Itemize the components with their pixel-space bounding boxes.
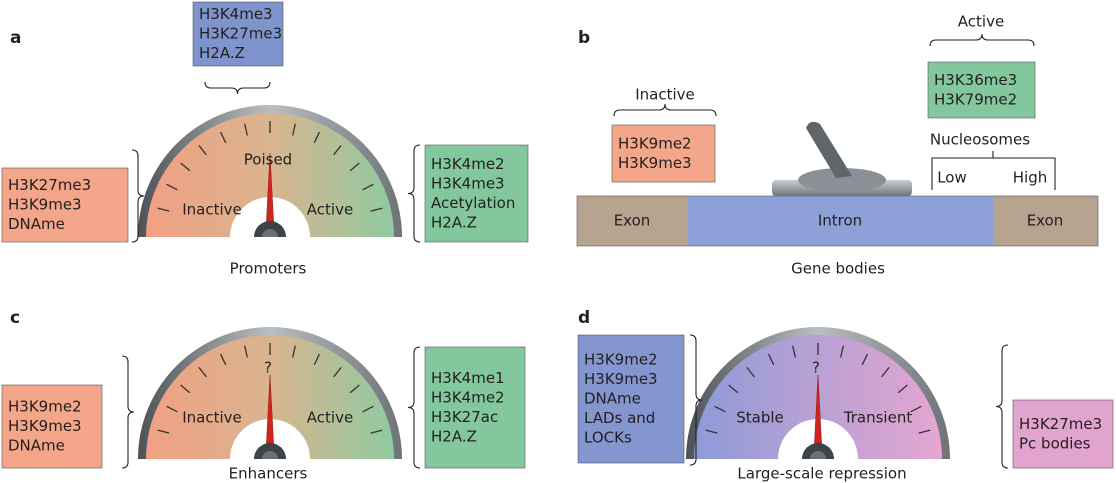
page: { "panel_a": {"letter": "a", "caption": … — [0, 0, 1116, 483]
brace — [930, 34, 1034, 46]
panel-letter: a — [10, 28, 21, 48]
exon-label: Exon — [1027, 212, 1064, 230]
nucleosomes-label: Nucleosomes — [930, 131, 1030, 149]
brace — [996, 345, 1008, 468]
box-line: H3K27me3 — [199, 25, 282, 43]
brace — [408, 347, 420, 468]
caption: Gene bodies — [791, 260, 885, 278]
box-line: H3K79me2 — [934, 90, 1017, 108]
brace — [122, 356, 134, 468]
low-label: Low — [937, 169, 967, 187]
intron-label: Intron — [818, 212, 862, 230]
box-line: H3K9me3 — [618, 154, 692, 172]
box-line: H3K9me3 — [8, 417, 82, 435]
box-line: H3K27me3 — [8, 176, 91, 194]
caption: Promoters — [230, 260, 307, 278]
box-line: Pc bodies — [1019, 434, 1091, 452]
caption: Enhancers — [229, 465, 308, 483]
active-label: Active — [958, 13, 1004, 31]
gauge-label-left: Stable — [736, 409, 784, 427]
gauge-label-left: Inactive — [182, 201, 242, 219]
box-line: H3K4me2 — [431, 388, 505, 406]
box-line: H2A.Z — [431, 427, 477, 445]
figure: aH3K4me3H3K27me3H2A.ZPoisedInactiveActiv… — [0, 0, 1116, 483]
brace — [205, 82, 270, 94]
box-line: H3K9me2 — [618, 134, 692, 152]
box-line: H3K4me2 — [431, 155, 505, 173]
gauge-label-middle: Poised — [244, 151, 292, 169]
high-label: High — [1013, 169, 1047, 187]
box-line: H3K4me3 — [431, 174, 505, 192]
box-line: H3K9me3 — [8, 196, 82, 214]
gauge-label-right: Active — [307, 409, 353, 427]
box-line: H3K27me3 — [1019, 415, 1102, 433]
box-line: H3K9me2 — [8, 398, 82, 416]
box-line: H3K9me2 — [584, 351, 658, 369]
box-line: DNAme — [8, 215, 65, 233]
box-line: DNAme — [584, 390, 641, 408]
panel-letter: c — [10, 308, 20, 328]
exon-label: Exon — [614, 212, 651, 230]
gauge-label-middle: ? — [264, 359, 272, 377]
box-line: H3K27ac — [431, 408, 498, 426]
box-line: H3K4me1 — [431, 369, 505, 387]
gauge-label-middle: ? — [812, 359, 820, 377]
brace — [408, 145, 420, 242]
box-line: H3K9me3 — [584, 370, 658, 388]
brace — [614, 104, 716, 116]
gauge-label-right: Active — [307, 201, 353, 219]
box-line: LOCKs — [584, 429, 632, 447]
gauge-label-left: Inactive — [182, 409, 242, 427]
box-line: H2A.Z — [199, 44, 245, 62]
panel-letter: b — [578, 28, 590, 48]
box-line: H3K4me3 — [199, 5, 273, 23]
panel-letter: d — [578, 308, 590, 328]
caption: Large-scale repression — [737, 465, 906, 483]
inactive-label: Inactive — [635, 86, 695, 104]
box-line: H2A.Z — [431, 213, 477, 231]
gauge-label-right: Transient — [843, 409, 913, 427]
box-line: DNAme — [8, 437, 65, 455]
box-line: LADs and — [584, 409, 655, 427]
box-line: Acetylation — [431, 194, 515, 212]
box-line: H3K36me3 — [934, 71, 1017, 89]
